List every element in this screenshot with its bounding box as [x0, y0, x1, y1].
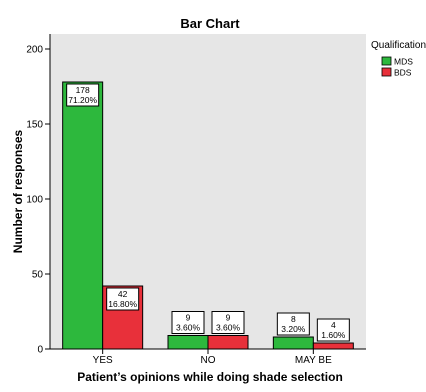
data-label-box — [171, 311, 205, 334]
data-label-count: 8 — [291, 314, 296, 324]
data-label-box — [211, 311, 245, 334]
data-label-count: 42 — [118, 289, 128, 299]
data-label-box — [316, 318, 350, 342]
data-label-box — [106, 287, 140, 311]
data-label-count: 178 — [76, 85, 90, 95]
data-label-box — [276, 312, 310, 336]
data-label-percent: 71.20% — [68, 95, 97, 105]
legend-label-bds: BDS — [394, 68, 412, 78]
chart-title: Bar Chart — [180, 16, 240, 31]
data-label-percent: 3.60% — [216, 323, 241, 333]
x-tick-label: NO — [201, 355, 216, 366]
bar-bds — [312, 342, 354, 350]
legend-swatch-mds — [381, 56, 392, 66]
data-label-count: 9 — [226, 313, 231, 323]
y-tick-label: 50 — [32, 270, 44, 281]
x-tick-label: MAY BE — [295, 355, 332, 366]
data-label-percent: 3.20% — [281, 324, 306, 334]
x-axis-title: Patient’s opinions while doing shade sel… — [77, 370, 343, 384]
bar-mds — [272, 336, 314, 350]
legend-title: Qualification — [371, 40, 426, 51]
data-label-percent: 16.80% — [108, 299, 137, 309]
legend-swatch-bds — [381, 67, 392, 77]
legend-label-mds: MDS — [394, 57, 413, 67]
y-tick-label: 100 — [26, 195, 43, 206]
y-tick-label: 200 — [26, 45, 43, 56]
bar-bds — [207, 335, 249, 350]
data-label-count: 9 — [186, 313, 191, 323]
y-tick-label: 0 — [37, 345, 43, 356]
data-label-box — [66, 83, 100, 107]
data-label-percent: 3.60% — [176, 323, 201, 333]
bar-mds — [62, 81, 104, 350]
data-label-percent: 1.60% — [321, 330, 346, 340]
y-axis-title: Number of responses — [11, 129, 25, 253]
data-label-count: 4 — [331, 320, 336, 330]
x-tick-label: YES — [93, 355, 113, 366]
bar-mds — [167, 335, 209, 350]
y-tick-label: 150 — [26, 120, 43, 131]
